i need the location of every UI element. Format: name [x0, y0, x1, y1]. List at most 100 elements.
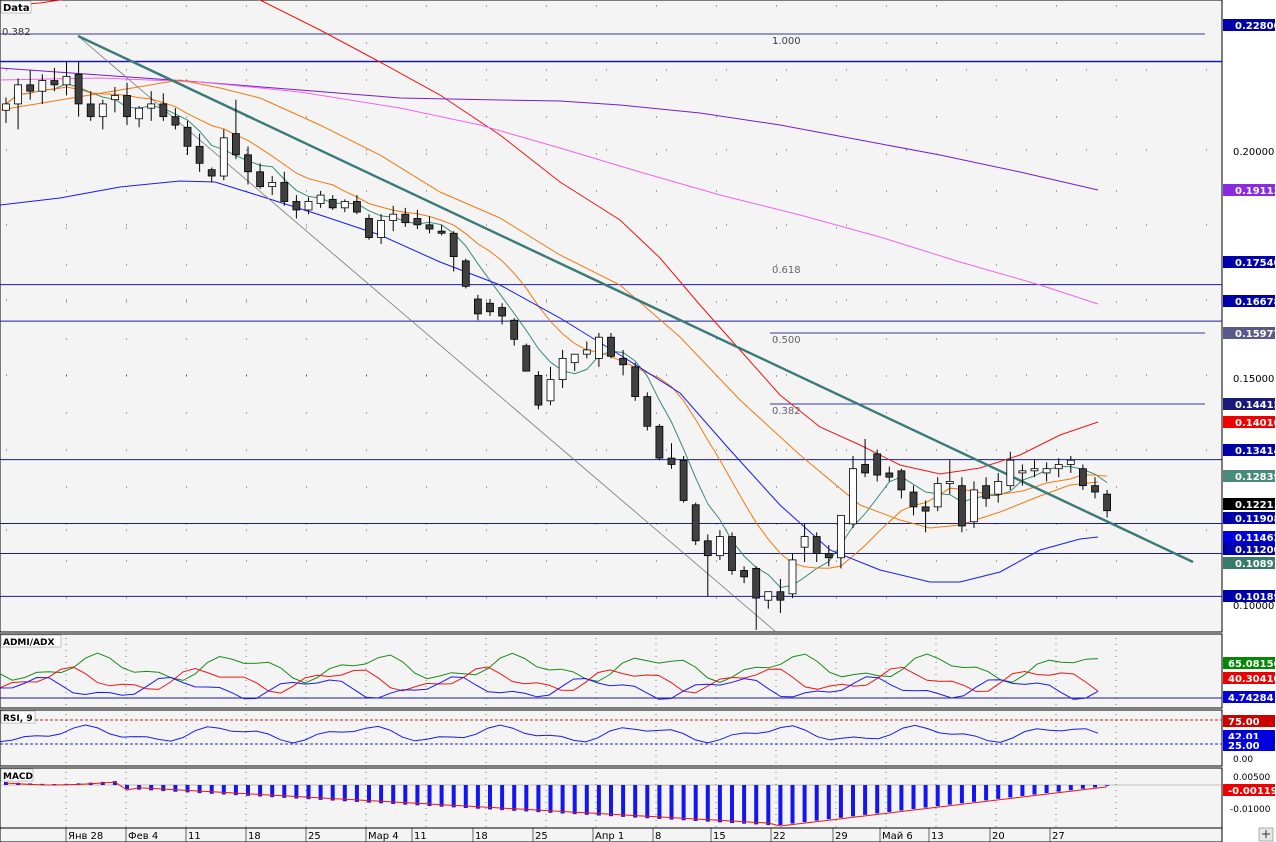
- price-tag-text: 0.19113: [1235, 186, 1276, 197]
- x-axis-label: 15: [713, 831, 726, 842]
- candle: [546, 366, 555, 406]
- price-tag-text: 0.14010: [1235, 418, 1276, 429]
- candle: [50, 67, 59, 92]
- adx-tag-text: 40.30410: [1228, 674, 1276, 685]
- x-axis-label: 29: [835, 831, 848, 842]
- candle: [207, 167, 216, 183]
- candle: [38, 74, 47, 104]
- candle: [328, 195, 337, 210]
- fib-label-0618: 0.618: [772, 265, 801, 276]
- candle: [703, 534, 712, 596]
- candle: [171, 108, 180, 130]
- adx-tag: 4.74284: [1223, 691, 1275, 704]
- candle: [933, 477, 942, 512]
- candle: [268, 176, 277, 196]
- horizontal-levels: [0, 33, 1222, 597]
- candle: [377, 214, 386, 244]
- candle: [14, 78, 23, 130]
- adx-panel: [0, 633, 1223, 709]
- price-tag: 0.17540: [1223, 256, 1276, 269]
- candle: [473, 294, 482, 321]
- macd-signal-line: [5, 781, 1108, 827]
- main-panel-title: Data: [3, 3, 30, 14]
- price-tags: 0.22800 0.19113 0.17540 0.16678 0.15977 0.144…: [1223, 19, 1276, 797]
- candle: [1054, 458, 1063, 478]
- rsi-tag-text: 25.00: [1228, 741, 1260, 752]
- candle: [231, 99, 240, 160]
- price-tag-text: 0.17540: [1235, 258, 1276, 269]
- candle: [570, 353, 579, 372]
- x-axis-label: Май 6: [882, 831, 913, 842]
- candle: [1006, 451, 1015, 490]
- candle: [873, 449, 882, 482]
- candle: [111, 86, 119, 113]
- macd-axis-minus001: -0.01000: [1230, 805, 1271, 815]
- candle: [764, 591, 773, 609]
- price-tag: 0.14010: [1223, 416, 1276, 429]
- fib-label-top-left: 0.382: [2, 27, 31, 38]
- indicator-subpanels: [0, 652, 1222, 827]
- y-tick-0150: 0.15000: [1233, 374, 1274, 385]
- rsi-line: [0, 724, 1099, 744]
- candle: [256, 163, 265, 189]
- x-axis-label: 18: [475, 831, 488, 842]
- candle: [135, 106, 144, 128]
- candle: [752, 566, 761, 630]
- moving-average-lines: [0, 0, 1108, 589]
- ma-pink-line: [0, 77, 1099, 305]
- candle: [909, 485, 918, 516]
- macd-tag: -0.00119: [1223, 784, 1276, 797]
- secondary-trend-line: [77, 35, 777, 633]
- price-tag: 0.19113: [1223, 184, 1276, 197]
- fib-label-0382: 0.382: [772, 406, 801, 417]
- candle: [413, 209, 422, 230]
- candle: [304, 197, 313, 215]
- candle: [861, 439, 869, 478]
- candle: [183, 120, 192, 155]
- candle: [740, 566, 748, 584]
- x-axis-labels: Янв 28 Фев 4 11 18 25 Мар 4 11 18 25 Апр 1 8 15 22 29…: [65, 828, 1065, 842]
- price-tag: 0.11462: [1223, 531, 1276, 544]
- candle: [619, 349, 627, 376]
- candle: [498, 303, 507, 325]
- candle: [461, 258, 470, 289]
- x-axis-label: 27: [1052, 831, 1065, 842]
- macd-tag-text: -0.00119: [1228, 786, 1276, 797]
- candle: [1030, 460, 1039, 478]
- candle: [849, 455, 857, 529]
- candle: [1018, 464, 1027, 486]
- price-tag-text: 0.11462: [1235, 533, 1276, 544]
- candle: [86, 91, 95, 121]
- adx-tag-text: 65.08156: [1228, 659, 1276, 670]
- x-axis-bar: [0, 827, 1223, 842]
- price-tag: 0.12211: [1223, 498, 1276, 511]
- x-axis-label: Янв 28: [68, 831, 103, 842]
- candle: [716, 530, 724, 560]
- candle: [558, 349, 567, 389]
- candle: [643, 392, 652, 431]
- candle: [897, 468, 906, 499]
- price-tag-text: 0.16678: [1235, 297, 1276, 308]
- adx-panel-title: ADMI/ADX: [3, 638, 54, 648]
- price-tag: 0.22800: [1223, 19, 1276, 32]
- price-tag: 0.12839: [1223, 470, 1276, 483]
- x-axis-label: Мар 4: [368, 831, 399, 842]
- candle: [631, 362, 640, 401]
- candle: [607, 332, 615, 359]
- fib-label-1000: 1.000: [772, 36, 801, 47]
- candle: [582, 341, 591, 359]
- price-tag-text: 0.14415: [1235, 400, 1276, 411]
- candle: [534, 371, 543, 410]
- fib-label-0500: 0.500: [772, 335, 801, 346]
- adx-red-line: [0, 666, 1099, 694]
- price-tag-text: 0.13414: [1235, 446, 1276, 457]
- adx-tag-text: 4.74284: [1228, 693, 1274, 704]
- candle: [147, 91, 156, 121]
- ma-long-red-line: [0, 0, 1099, 475]
- rsi-axis-zero: 0.00: [1233, 755, 1253, 765]
- candle: [522, 343, 531, 372]
- x-axis-label: 20: [992, 831, 1005, 842]
- price-tag-text: 0.12839: [1235, 472, 1276, 483]
- candle: [26, 69, 35, 100]
